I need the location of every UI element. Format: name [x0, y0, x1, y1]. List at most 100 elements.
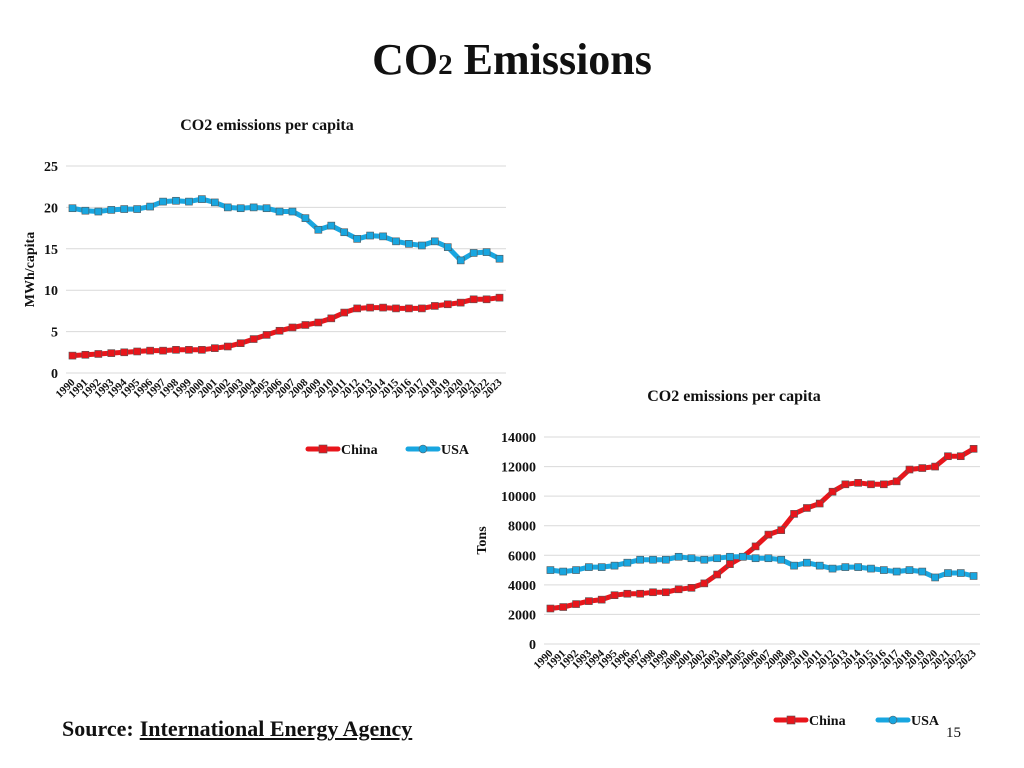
data-point-usa	[301, 214, 310, 222]
data-point-china	[585, 597, 593, 605]
data-point-china	[931, 462, 939, 471]
data-point-usa	[107, 206, 116, 214]
series-line-china	[70, 295, 502, 359]
legend-marker-china	[786, 715, 796, 725]
y-tick-label: 5	[51, 326, 58, 341]
data-point-china	[777, 526, 786, 534]
series-line-usa	[70, 196, 502, 263]
data-point-usa	[120, 205, 129, 213]
data-point-usa	[405, 240, 413, 248]
legend-marker-usa	[418, 444, 428, 454]
data-point-china	[314, 318, 323, 327]
y-tick-label: 25	[44, 160, 58, 175]
data-point-usa	[623, 558, 632, 567]
data-point-china	[456, 298, 465, 307]
data-point-usa	[918, 567, 927, 576]
data-point-china	[405, 304, 413, 313]
data-point-china	[572, 600, 580, 608]
data-point-usa	[185, 197, 193, 206]
data-point-china	[674, 585, 683, 594]
data-point-usa	[828, 564, 837, 573]
legend-label-china: China	[809, 714, 846, 729]
y-tick-label: 10000	[501, 490, 536, 505]
data-point-china	[249, 335, 258, 343]
legend-label-usa: USA	[911, 714, 940, 729]
data-point-usa	[713, 554, 721, 563]
data-point-china	[198, 346, 206, 354]
data-point-china	[418, 304, 426, 313]
data-point-usa	[751, 554, 760, 563]
chart-tons-per-capita: CO2 emissions per capita Tons 0 2000 4000 600…	[475, 388, 980, 729]
y-axis-label: Tons	[475, 526, 490, 555]
y-tick-label: 14000	[501, 431, 536, 446]
data-point-usa	[456, 256, 465, 265]
data-point-usa	[892, 567, 901, 576]
data-point-usa	[636, 555, 644, 564]
data-point-usa	[649, 555, 657, 564]
data-point-usa	[353, 235, 361, 243]
data-point-usa	[674, 552, 683, 561]
y-tick-label: 8000	[508, 520, 536, 535]
page-number: 15	[946, 725, 961, 741]
data-point-usa	[443, 243, 452, 251]
series-line-usa	[547, 554, 977, 580]
data-point-usa	[931, 573, 939, 582]
data-point-china	[223, 342, 232, 351]
data-point-usa	[198, 195, 206, 203]
data-point-china	[867, 480, 875, 489]
data-point-china	[610, 591, 619, 600]
data-point-china	[379, 303, 387, 312]
data-point-china	[172, 346, 180, 354]
data-point-usa	[159, 197, 167, 206]
data-point-usa	[236, 204, 245, 213]
data-point-china	[687, 584, 696, 592]
data-point-china	[340, 308, 349, 317]
data-point-china	[146, 346, 154, 355]
data-point-china	[159, 346, 167, 355]
data-point-china	[495, 293, 504, 302]
chart-title: CO2 emissions per capita	[647, 388, 820, 405]
data-point-china	[751, 542, 760, 551]
data-point-china	[392, 304, 400, 313]
y-tick-label: 20	[44, 201, 58, 216]
data-point-usa	[700, 555, 709, 564]
data-point-usa	[738, 552, 747, 561]
data-point-usa	[392, 237, 400, 246]
data-point-usa	[288, 207, 297, 216]
legend-label-china: China	[341, 443, 378, 458]
data-point-usa	[687, 554, 696, 563]
y-axis-label: MWh/capita	[23, 232, 38, 307]
data-point-china	[828, 487, 837, 496]
title-subscript: 2	[438, 49, 453, 81]
data-point-china	[275, 326, 284, 335]
y-tick-label: 0	[529, 638, 536, 653]
data-point-usa	[133, 205, 141, 213]
data-point-china	[854, 479, 862, 487]
data-point-usa	[211, 198, 219, 207]
data-point-usa	[777, 555, 786, 564]
data-point-usa	[327, 221, 336, 230]
data-point-china	[482, 295, 491, 304]
data-point-china	[107, 349, 116, 357]
y-tick-label: 6000	[508, 549, 536, 564]
data-point-china	[133, 347, 141, 356]
data-point-usa	[249, 203, 258, 212]
data-point-usa	[585, 563, 593, 571]
data-point-china	[892, 477, 901, 486]
data-point-usa	[172, 196, 180, 205]
legend-label-usa: USA	[441, 443, 470, 458]
data-point-usa	[469, 249, 478, 257]
data-point-usa	[610, 561, 619, 570]
data-point-china	[469, 295, 478, 304]
data-point-china	[764, 530, 773, 539]
data-point-china	[790, 510, 798, 518]
data-point-china	[944, 452, 952, 461]
data-point-usa	[418, 241, 426, 250]
source-label: Source:	[62, 716, 134, 741]
source-link[interactable]: International Energy Agency	[139, 716, 413, 741]
data-point-usa	[366, 231, 374, 240]
y-tick-label: 2000	[508, 608, 536, 623]
data-point-usa	[546, 566, 555, 574]
data-point-china	[288, 323, 297, 332]
data-point-usa	[146, 202, 154, 211]
